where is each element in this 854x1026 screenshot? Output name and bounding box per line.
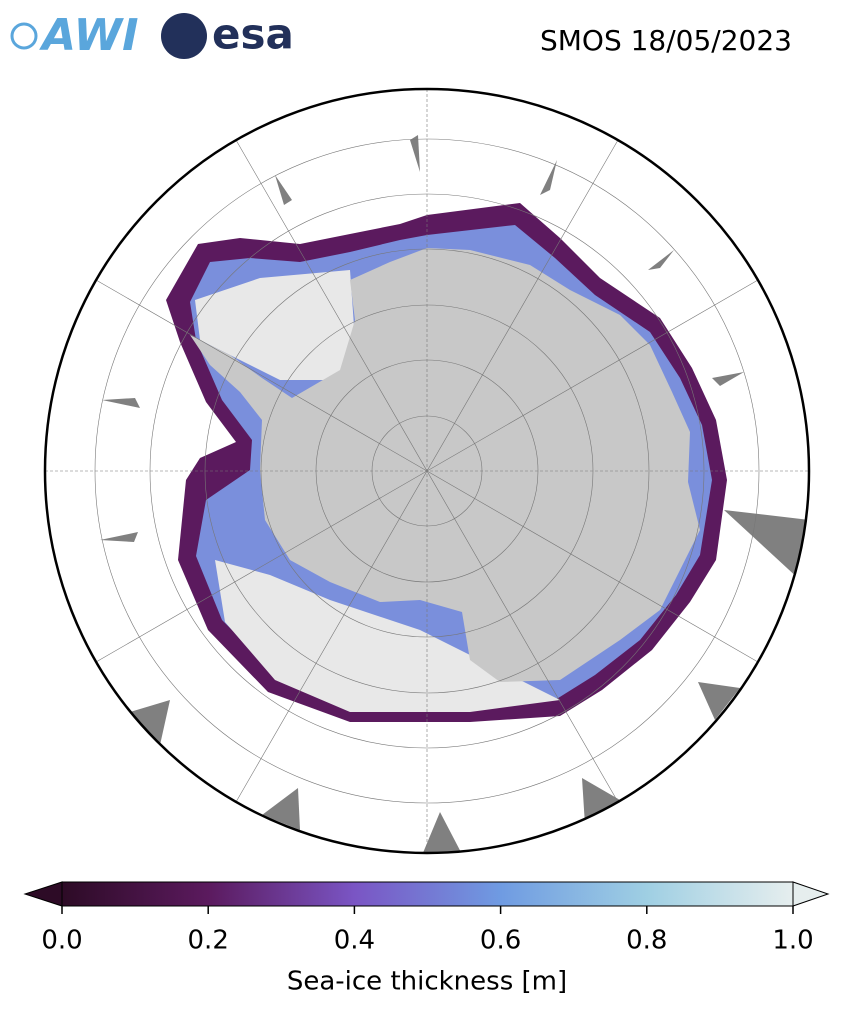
colorbar-gradient <box>61 881 794 907</box>
weddell-ice <box>195 270 355 380</box>
colorbar-tick-label: 0.2 <box>188 926 229 956</box>
esa-emblem <box>161 13 207 59</box>
ross-ice <box>215 560 560 712</box>
colorbar-tick-label: 0.4 <box>334 926 375 956</box>
colorbar <box>23 881 830 914</box>
logos: AWI esa <box>10 10 294 61</box>
awi-logo: AWI <box>39 10 139 61</box>
map-frame <box>43 87 811 855</box>
colorbar-tick-label: 1.0 <box>772 926 813 956</box>
map <box>45 89 809 853</box>
esa-logo: esa <box>212 10 294 59</box>
colorbar-extend-low <box>23 881 63 907</box>
graticule <box>45 89 809 853</box>
map-title: SMOS 18/05/2023 <box>540 24 792 57</box>
data-gaps <box>100 135 809 853</box>
colorbar-tick-label: 0.6 <box>480 926 521 956</box>
colorbar-extend-high <box>792 881 830 907</box>
colorbar-tick-label: 0.8 <box>626 926 667 956</box>
colorbar-tick-label: 0.0 <box>41 926 82 956</box>
colorbar-label: Sea-ice thickness [m] <box>287 967 567 997</box>
awi-emblem <box>10 22 38 50</box>
antarctica <box>190 248 700 682</box>
